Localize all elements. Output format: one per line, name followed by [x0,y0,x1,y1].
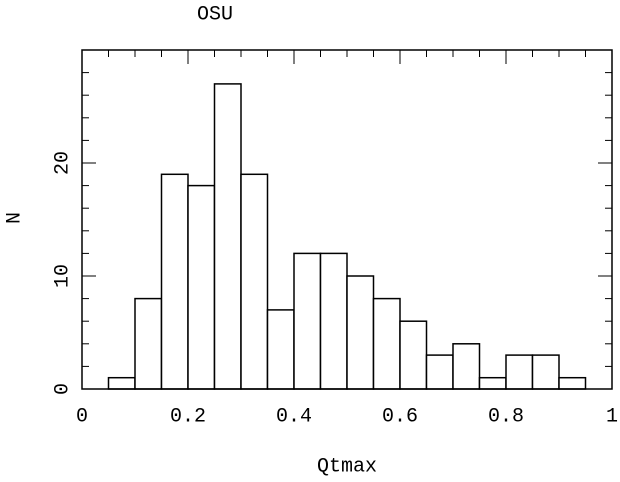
bar [319,252,348,390]
bar [478,376,507,390]
y-tick-label: 10 [51,264,74,288]
bar [107,376,136,390]
bar [293,252,322,390]
y-axis-label: N [3,212,26,224]
bar [187,184,216,390]
x-tick-label: 1 [606,405,618,428]
bar [399,320,428,390]
bar [240,173,269,390]
x-tick-label: 0.6 [382,405,418,428]
bar [346,275,375,390]
bar [160,173,189,390]
bar [531,354,560,390]
bar [425,354,454,390]
bar [134,297,163,390]
chart-title: OSU [197,3,233,26]
x-tick-label: 0.4 [276,405,312,428]
x-tick-label: 0.2 [170,405,206,428]
bar [452,343,481,390]
bar [558,376,587,390]
x-axis-label: Qtmax [317,455,377,478]
y-tick-label: 0 [51,383,74,395]
bar [372,297,401,390]
bar [505,354,534,390]
y-tick-label: 20 [51,151,74,175]
bar [266,309,295,390]
x-tick-label: 0 [76,405,88,428]
x-tick-label: 0.8 [488,405,524,428]
bar [213,83,242,390]
